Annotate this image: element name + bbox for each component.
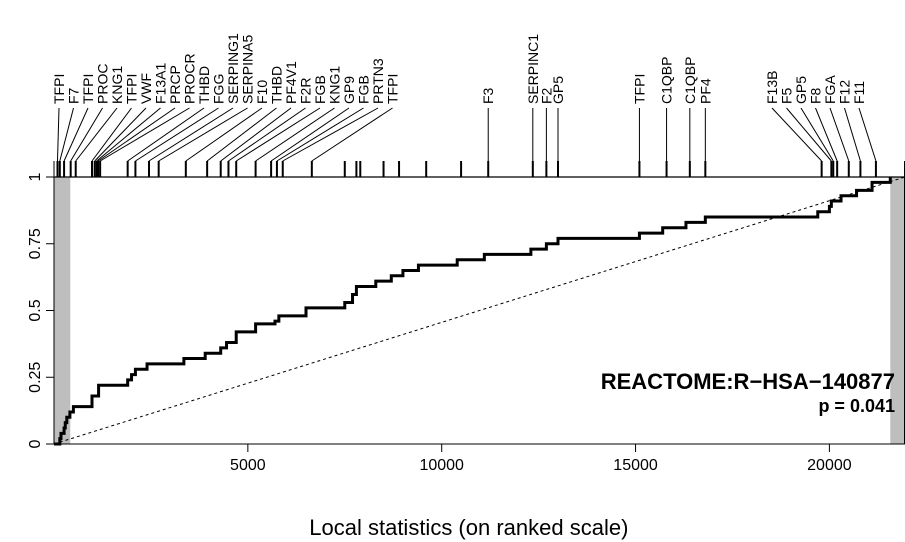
gene-label: THBD [269, 66, 285, 104]
x-tick-label: 5000 [230, 457, 266, 474]
barcode-connector [70, 107, 103, 162]
barcode-connector [59, 107, 74, 162]
x-axis-label: Local statistics (on ranked scale) [309, 515, 628, 540]
gene-label: FGA [822, 75, 838, 104]
barcode-connector [91, 107, 132, 162]
barcode-connector [148, 107, 234, 162]
barcode-connector [158, 107, 248, 162]
barcode-connector [858, 107, 877, 162]
gene-label: F13B [764, 71, 780, 104]
gene-label: C1QBP [659, 57, 675, 104]
barcode-connector [800, 107, 834, 162]
shaded-region [54, 177, 71, 444]
gene-label: C1QBP [682, 57, 698, 104]
gene-label: PROC [95, 64, 111, 104]
gene-label: FGB [356, 75, 372, 104]
gene-label: TFPI [631, 74, 647, 104]
p-value-label: p = 0.041 [818, 396, 895, 416]
gene-label: FGB [312, 75, 328, 104]
gene-label: GP9 [341, 76, 357, 104]
gene-label: F11 [851, 81, 867, 104]
reference-diagonal [53, 176, 905, 445]
gene-label: FGG [211, 74, 227, 104]
gene-label: GP5 [793, 76, 809, 104]
x-tick-label: 10000 [419, 457, 464, 474]
barcode-connector [135, 107, 219, 162]
barcode-connector [96, 107, 161, 162]
gene-label: F10 [254, 80, 270, 104]
gene-label: TFPI [124, 74, 140, 104]
barcode-connector [235, 107, 321, 162]
shaded-region [890, 177, 905, 444]
gene-label: TFPI [80, 74, 96, 104]
barcode-connector [185, 107, 263, 162]
barcode-connector [270, 107, 350, 162]
enrichment-curve [54, 177, 892, 446]
barcode-connector [97, 107, 176, 162]
gene-label: THBD [196, 66, 212, 104]
gene-label: TFPI [51, 74, 67, 104]
gene-label: F5 [779, 87, 795, 104]
barcode-connector [255, 107, 335, 162]
gene-label: PRTN3 [370, 58, 386, 104]
gene-label: PROCR [182, 53, 198, 104]
gene-label: TFPI [385, 74, 401, 104]
gene-label: PRCP [167, 65, 183, 104]
gene-label: F2 [538, 87, 554, 104]
gene-label: F8 [808, 87, 824, 104]
barcode-connector [815, 107, 838, 162]
barcode-connector [127, 107, 205, 162]
barcode-connector [75, 107, 118, 162]
gene-label: F13A1 [153, 63, 169, 104]
y-tick-label: 1 [27, 172, 44, 181]
gene-label: F3 [480, 87, 496, 104]
barcode-connector [311, 107, 393, 162]
gene-label: SERPINC1 [525, 34, 541, 104]
barcode-connector [844, 107, 861, 162]
barcode-connector [276, 107, 364, 162]
x-tick-label: 15000 [613, 457, 658, 474]
gene-label: GP5 [550, 76, 566, 104]
barcode-connector [56, 107, 60, 162]
y-tick-label: 0.25 [27, 362, 44, 393]
gene-label: SERPING1 [225, 33, 241, 104]
gene-label: F7 [66, 87, 82, 104]
gene-label: KNG1 [109, 66, 125, 104]
barcode-connector [829, 107, 850, 162]
y-tick-label: 0.75 [27, 228, 44, 259]
gene-label: PF4 [697, 78, 713, 104]
y-tick-label: 0 [27, 439, 44, 448]
y-tick-label: 0.5 [27, 299, 44, 321]
barcode-connector [94, 107, 147, 162]
gene-label: F12 [837, 80, 853, 104]
gene-label: VWF [138, 73, 154, 104]
x-tick-label: 20000 [807, 457, 852, 474]
barcode-connector [63, 107, 89, 162]
barcode-connector [206, 107, 277, 162]
barcode-connector [282, 107, 379, 162]
gene-label: SERPINA5 [240, 35, 256, 104]
barcode-connector [220, 107, 292, 162]
gene-label: F2R [298, 78, 314, 104]
barcode-connector [771, 107, 823, 162]
barcode-connector [228, 107, 306, 162]
barcode-connector [99, 107, 190, 162]
gene-set-title: REACTOME:R−HSA−140877 [601, 369, 895, 394]
barcode-connector [786, 107, 832, 162]
gene-label: PF4V1 [283, 61, 299, 104]
gene-label: KNG1 [327, 66, 343, 104]
